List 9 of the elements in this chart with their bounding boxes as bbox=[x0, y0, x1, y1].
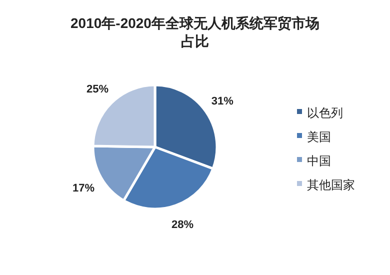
data-label: 28% bbox=[171, 219, 194, 232]
data-label: 25% bbox=[86, 84, 109, 96]
legend-label: 以色列 bbox=[307, 106, 343, 120]
legend-label: 其他国家 bbox=[307, 178, 355, 192]
chart-title: 2010年-2020年全球无人机系统军贸市场占比 bbox=[70, 15, 320, 49]
legend-label: 美国 bbox=[307, 130, 331, 144]
legend-label: 中国 bbox=[307, 154, 331, 168]
data-label: 17% bbox=[72, 182, 95, 194]
data-label: 31% bbox=[211, 95, 234, 108]
